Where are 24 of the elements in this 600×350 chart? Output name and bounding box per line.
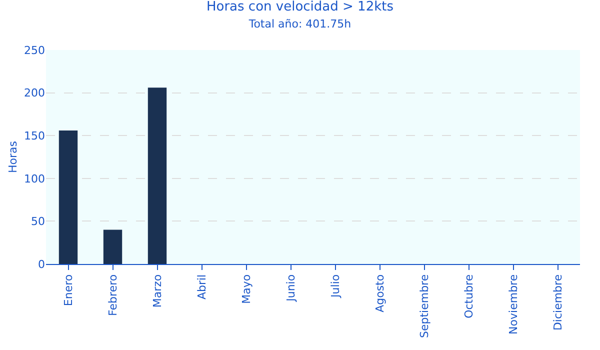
x-tick-label: Agosto bbox=[373, 274, 386, 312]
x-tick-label: Diciembre bbox=[551, 274, 564, 331]
bar bbox=[103, 230, 122, 264]
x-tick-label: Octubre bbox=[462, 274, 476, 318]
x-tick-label: Abril bbox=[195, 274, 208, 300]
x-tick-label: Enero bbox=[62, 274, 75, 306]
y-tick-label: 250 bbox=[24, 44, 45, 57]
bar bbox=[58, 130, 78, 264]
x-tick-label: Marzo bbox=[150, 274, 164, 308]
x-tick-label: Julio bbox=[328, 274, 342, 298]
y-tick-label: 100 bbox=[24, 172, 45, 186]
y-tick-label: 0 bbox=[38, 258, 45, 271]
x-tick-label: Febrero bbox=[106, 274, 120, 316]
bar bbox=[148, 88, 167, 264]
y-axis-title: Horas bbox=[6, 140, 20, 173]
y-tick-label: 50 bbox=[31, 215, 45, 228]
chart-title: Horas con velocidad > 12kts bbox=[206, 0, 394, 14]
x-tick-label: Junio bbox=[284, 274, 298, 302]
y-tick-label: 150 bbox=[24, 129, 45, 142]
y-tick-label: 200 bbox=[24, 86, 45, 100]
x-tick-label: Noviembre bbox=[506, 274, 520, 334]
x-tick-label: Mayo bbox=[240, 274, 253, 304]
chart-subtitle: Total año: 401.75h bbox=[248, 17, 352, 30]
x-tick-label: Septiembre bbox=[418, 274, 431, 338]
